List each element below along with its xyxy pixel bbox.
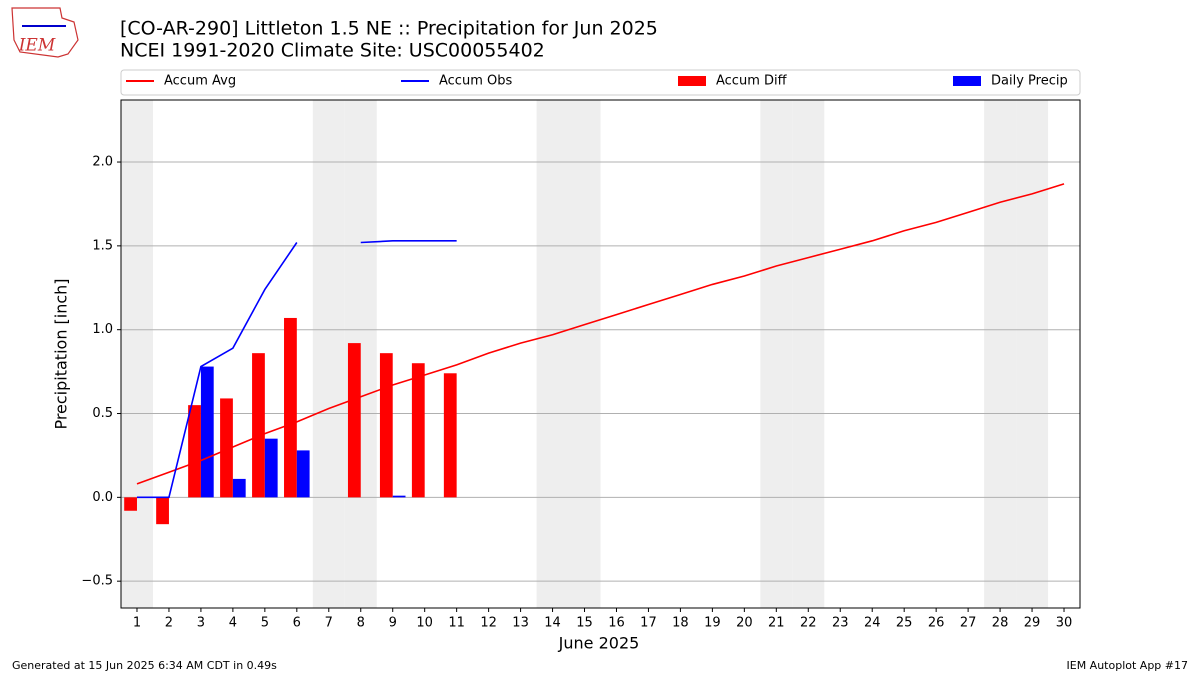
weekend-shade: [1016, 100, 1049, 608]
line: [136, 183, 1065, 485]
x-tick-label: 13: [512, 616, 529, 631]
x-tick-label: 3: [197, 616, 205, 631]
legend-label: Accum Obs: [439, 74, 512, 89]
y-tick-label: 0.5: [92, 406, 113, 421]
legend-label: Accum Avg: [164, 74, 236, 89]
legend-label: Daily Precip: [991, 74, 1068, 89]
x-tick-label: 26: [928, 616, 945, 631]
x-tick-label: 28: [992, 616, 1009, 631]
weekend-shade: [121, 100, 153, 608]
y-tick-label: −0.5: [81, 574, 113, 589]
x-tick-label: 12: [480, 616, 497, 631]
weekend-shade: [792, 100, 825, 608]
bar: [411, 363, 425, 498]
logo-text: IEM: [18, 36, 56, 56]
bar: [188, 405, 201, 498]
x-tick-label: 7: [325, 616, 333, 631]
x-tick-label: 17: [640, 616, 657, 631]
weekend-shade: [984, 100, 1017, 608]
weekend-shade: [760, 100, 793, 608]
x-tick-label: 5: [261, 616, 269, 631]
x-tick-label: 27: [960, 616, 977, 631]
x-tick-label: 20: [736, 616, 753, 631]
x-tick-label: 11: [448, 616, 465, 631]
x-tick-label: 25: [896, 616, 913, 631]
bar: [347, 343, 361, 498]
x-axis-label: June 2025: [558, 634, 640, 653]
y-tick-label: 1.5: [92, 238, 113, 253]
x-tick-label: 19: [704, 616, 721, 631]
legend-swatch: [678, 76, 706, 86]
bar: [264, 438, 278, 498]
line: [136, 240, 457, 499]
y-tick-label: 2.0: [92, 155, 113, 170]
x-tick-label: 10: [416, 616, 433, 631]
x-tick-label: 30: [1056, 616, 1073, 631]
bar: [379, 353, 393, 498]
y-tick-label: 1.0: [92, 322, 113, 337]
bar: [252, 353, 265, 498]
chart-title: [CO-AR-290] Littleton 1.5 NE :: Precipit…: [120, 18, 658, 40]
footer-left: Generated at 15 Jun 2025 6:34 AM CDT in …: [12, 659, 277, 672]
x-tick-label: 29: [1024, 616, 1041, 631]
legend-swatch: [953, 76, 981, 86]
chart-subtitle: NCEI 1991-2020 Climate Site: USC00055402: [120, 40, 545, 62]
x-tick-label: 18: [672, 616, 689, 631]
x-tick-label: 4: [229, 616, 237, 631]
bar: [232, 478, 246, 498]
x-tick-label: 15: [576, 616, 593, 631]
weekend-shade: [536, 100, 569, 608]
x-tick-label: 6: [293, 616, 301, 631]
bar: [443, 373, 457, 498]
x-tick-label: 23: [832, 616, 849, 631]
legend-label: Accum Diff: [716, 74, 788, 89]
x-tick-label: 24: [864, 616, 881, 631]
legend-box: [120, 69, 1081, 96]
x-tick-label: 16: [608, 616, 625, 631]
x-tick-label: 9: [389, 616, 397, 631]
x-tick-label: 8: [357, 616, 365, 631]
weekend-shade: [312, 100, 345, 608]
x-tick-label: 2: [165, 616, 173, 631]
footer-right: IEM Autoplot App #17: [1067, 659, 1189, 672]
bar: [392, 495, 406, 498]
weekend-shade: [568, 100, 601, 608]
bar: [124, 497, 137, 511]
bar: [284, 317, 297, 498]
bar: [220, 398, 233, 498]
logo: IEM: [11, 7, 79, 58]
x-tick-label: 14: [544, 616, 561, 631]
bar: [200, 366, 214, 498]
bar: [156, 497, 169, 525]
x-tick-label: 22: [800, 616, 817, 631]
plot-frame: [120, 99, 1081, 609]
x-tick-label: 21: [768, 616, 785, 631]
bar: [296, 450, 310, 498]
y-tick-label: 0.0: [92, 490, 113, 505]
x-tick-label: 1: [133, 616, 141, 631]
y-axis-label: Precipitation [inch]: [52, 278, 71, 429]
logo-outline: [11, 7, 79, 58]
